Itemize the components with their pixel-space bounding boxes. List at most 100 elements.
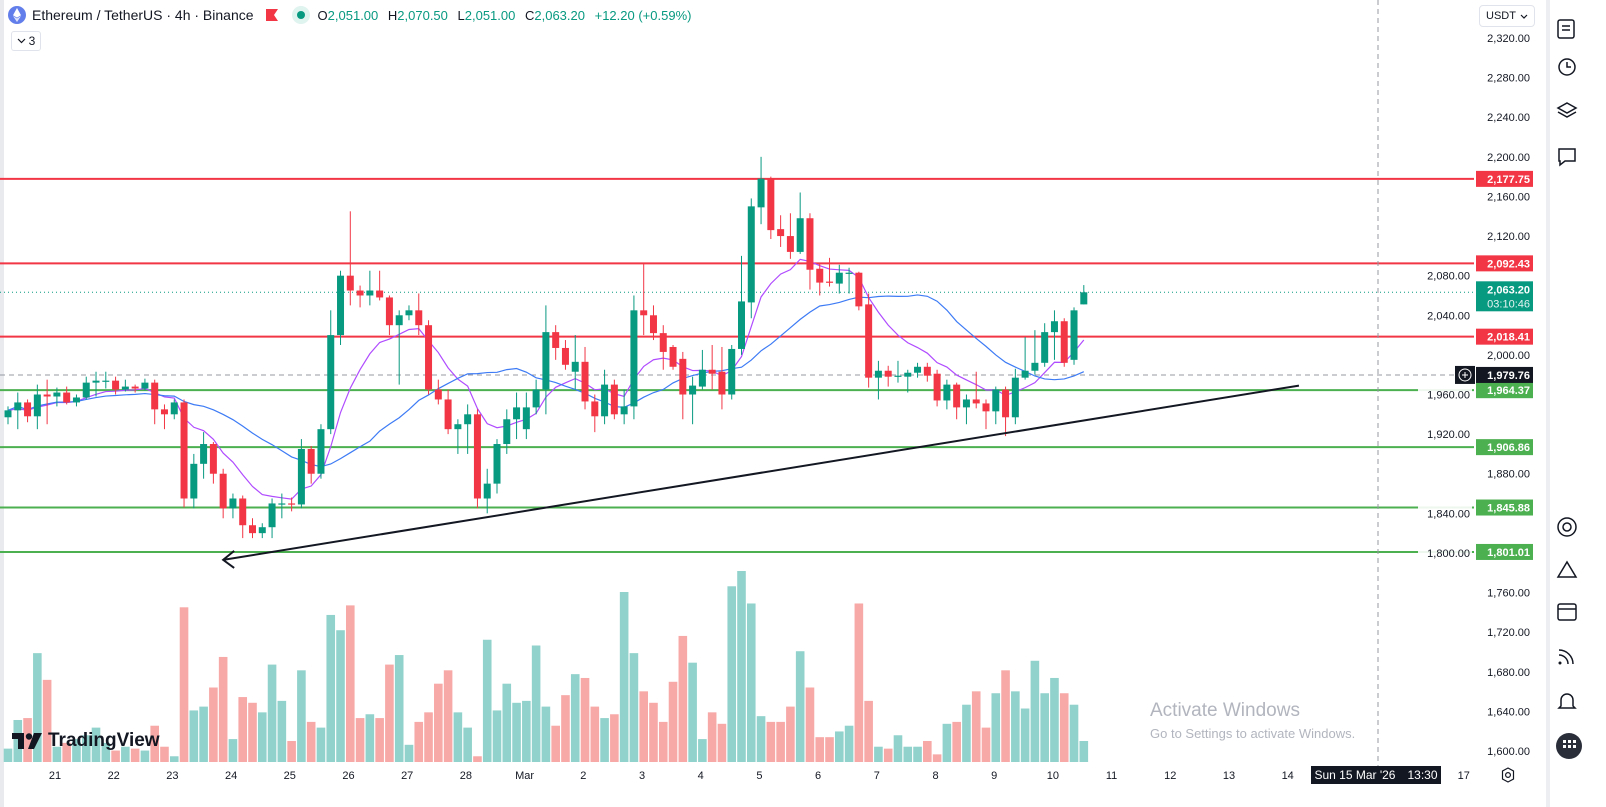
candle-body [151,382,159,410]
candle [493,439,501,494]
volume-bar [248,702,257,762]
symbol-title[interactable]: Ethereum / TetherUS · 4h · Binance [32,7,254,23]
volume-bar [257,712,267,762]
volume-bar [33,653,42,762]
layers-icon[interactable] [1556,100,1578,122]
crosshair-price-badge-text: 1,979.76 [1487,370,1530,382]
candle [151,379,159,425]
candle [4,406,12,425]
crosshair-price-badge[interactable]: 1,979.76 [1476,366,1533,383]
volume-bar [385,664,394,762]
notifications-icon[interactable] [1556,690,1578,712]
chat-icon[interactable] [1556,146,1578,168]
candle-body [669,346,677,367]
candle [180,399,188,508]
volume-bar [600,718,609,762]
candle [405,305,413,321]
date-tick-label: 25 [284,770,296,782]
resistance-price-badge[interactable]: 2,018.41 [1476,328,1533,345]
time-axis[interactable]: 21 22 23 24 25 26 27 28 Mar 2 3 4 5 6 7 8 9 10 11 12 13 14 17 [49,770,1470,782]
candle-body [532,389,540,408]
volume-bar [1079,740,1089,762]
volume-bar [561,695,570,762]
candle [620,389,628,425]
candle [698,349,706,390]
add-alert-plus-button[interactable] [1455,365,1475,384]
candle-body [786,236,794,252]
candle-body [278,503,286,505]
date-tick-label: Mar [515,770,534,782]
candle [102,371,110,389]
support-price-badge[interactable]: 1,845.88 [1476,499,1533,516]
current-price-badge[interactable]: 2,063.20 03:10:46 [1476,281,1533,312]
trendline-arrow-head [221,550,235,569]
ideas-icon[interactable] [1556,558,1578,580]
candle-body [385,297,393,326]
indicators-toggle-button[interactable]: 3 [11,31,41,51]
trendline[interactable] [221,384,1300,569]
resistance-price-badge-text: 2,018.41 [1487,332,1530,344]
volume-bar [707,712,717,762]
support-price-badge[interactable]: 1,964.37 [1476,382,1533,399]
trendline-line[interactable] [223,384,1300,561]
support-price-badge[interactable]: 1,801.01 [1476,543,1533,560]
candle [1002,386,1010,437]
candle-body [1041,332,1049,363]
support-price-badge[interactable]: 1,906.86 [1476,439,1533,456]
price-tick-label: 2,120.00 [1487,231,1530,243]
flag-icon[interactable] [265,9,278,21]
candle-body [1021,370,1029,378]
candle-body [288,503,296,505]
tradingview-logo[interactable]: TradingView [12,730,160,752]
candle [552,325,560,360]
price-axis[interactable]: 2,320.00 2,280.00 2,240.00 2,200.00 2,160.00… [1418,0,1546,766]
currency-select[interactable]: USDT [1479,5,1535,27]
candle-body [249,525,256,534]
candle-body [513,407,521,420]
alerts-clock-icon[interactable] [1556,56,1578,78]
candle-body [317,429,325,474]
resistance-price-badge[interactable]: 2,092.43 [1476,255,1533,272]
candle [376,270,384,301]
calendar-icon[interactable] [1556,600,1578,622]
candle [845,267,853,294]
volume-bar [13,719,23,762]
target-icon[interactable] [1556,516,1578,538]
price-tick-label-bg [1418,545,1472,560]
chart-settings-gear-icon[interactable] [1500,767,1516,783]
horizontal-levels[interactable] [0,0,1474,766]
candle [923,362,931,382]
volume-bar [580,677,590,762]
price-tick-label: 2,160.00 [1487,191,1530,203]
volume-bar [835,731,844,762]
candle [63,386,71,405]
candle-body [571,361,579,372]
price-tick-label: 1,760.00 [1487,588,1530,600]
candle-body [327,335,335,430]
price-tick-label: 1,800.00 [1427,548,1470,560]
candle-body [376,290,384,298]
candle [1050,310,1058,360]
resistance-price-badge[interactable]: 2,177.75 [1476,170,1533,187]
volume-bar [962,704,971,762]
apps-grid-icon[interactable] [1556,733,1582,759]
candle-body [415,310,423,326]
volume-bar [619,592,629,762]
watchlist-icon[interactable] [1556,18,1578,40]
candle-body [102,380,110,382]
date-tick-label: 23 [166,770,178,782]
volume-bar [727,586,737,762]
volume-bar [306,721,316,762]
volume-bar [346,605,355,762]
support-price-badge-bg [1476,543,1533,560]
candle-body [483,483,491,499]
volume-bar [825,737,834,762]
broadcast-icon[interactable] [1556,645,1578,667]
candle [865,293,873,388]
volume-bar [1030,660,1040,762]
candle-body [92,380,100,383]
candle [972,371,980,409]
volume-bar [531,645,541,762]
volume-bar [717,723,727,762]
